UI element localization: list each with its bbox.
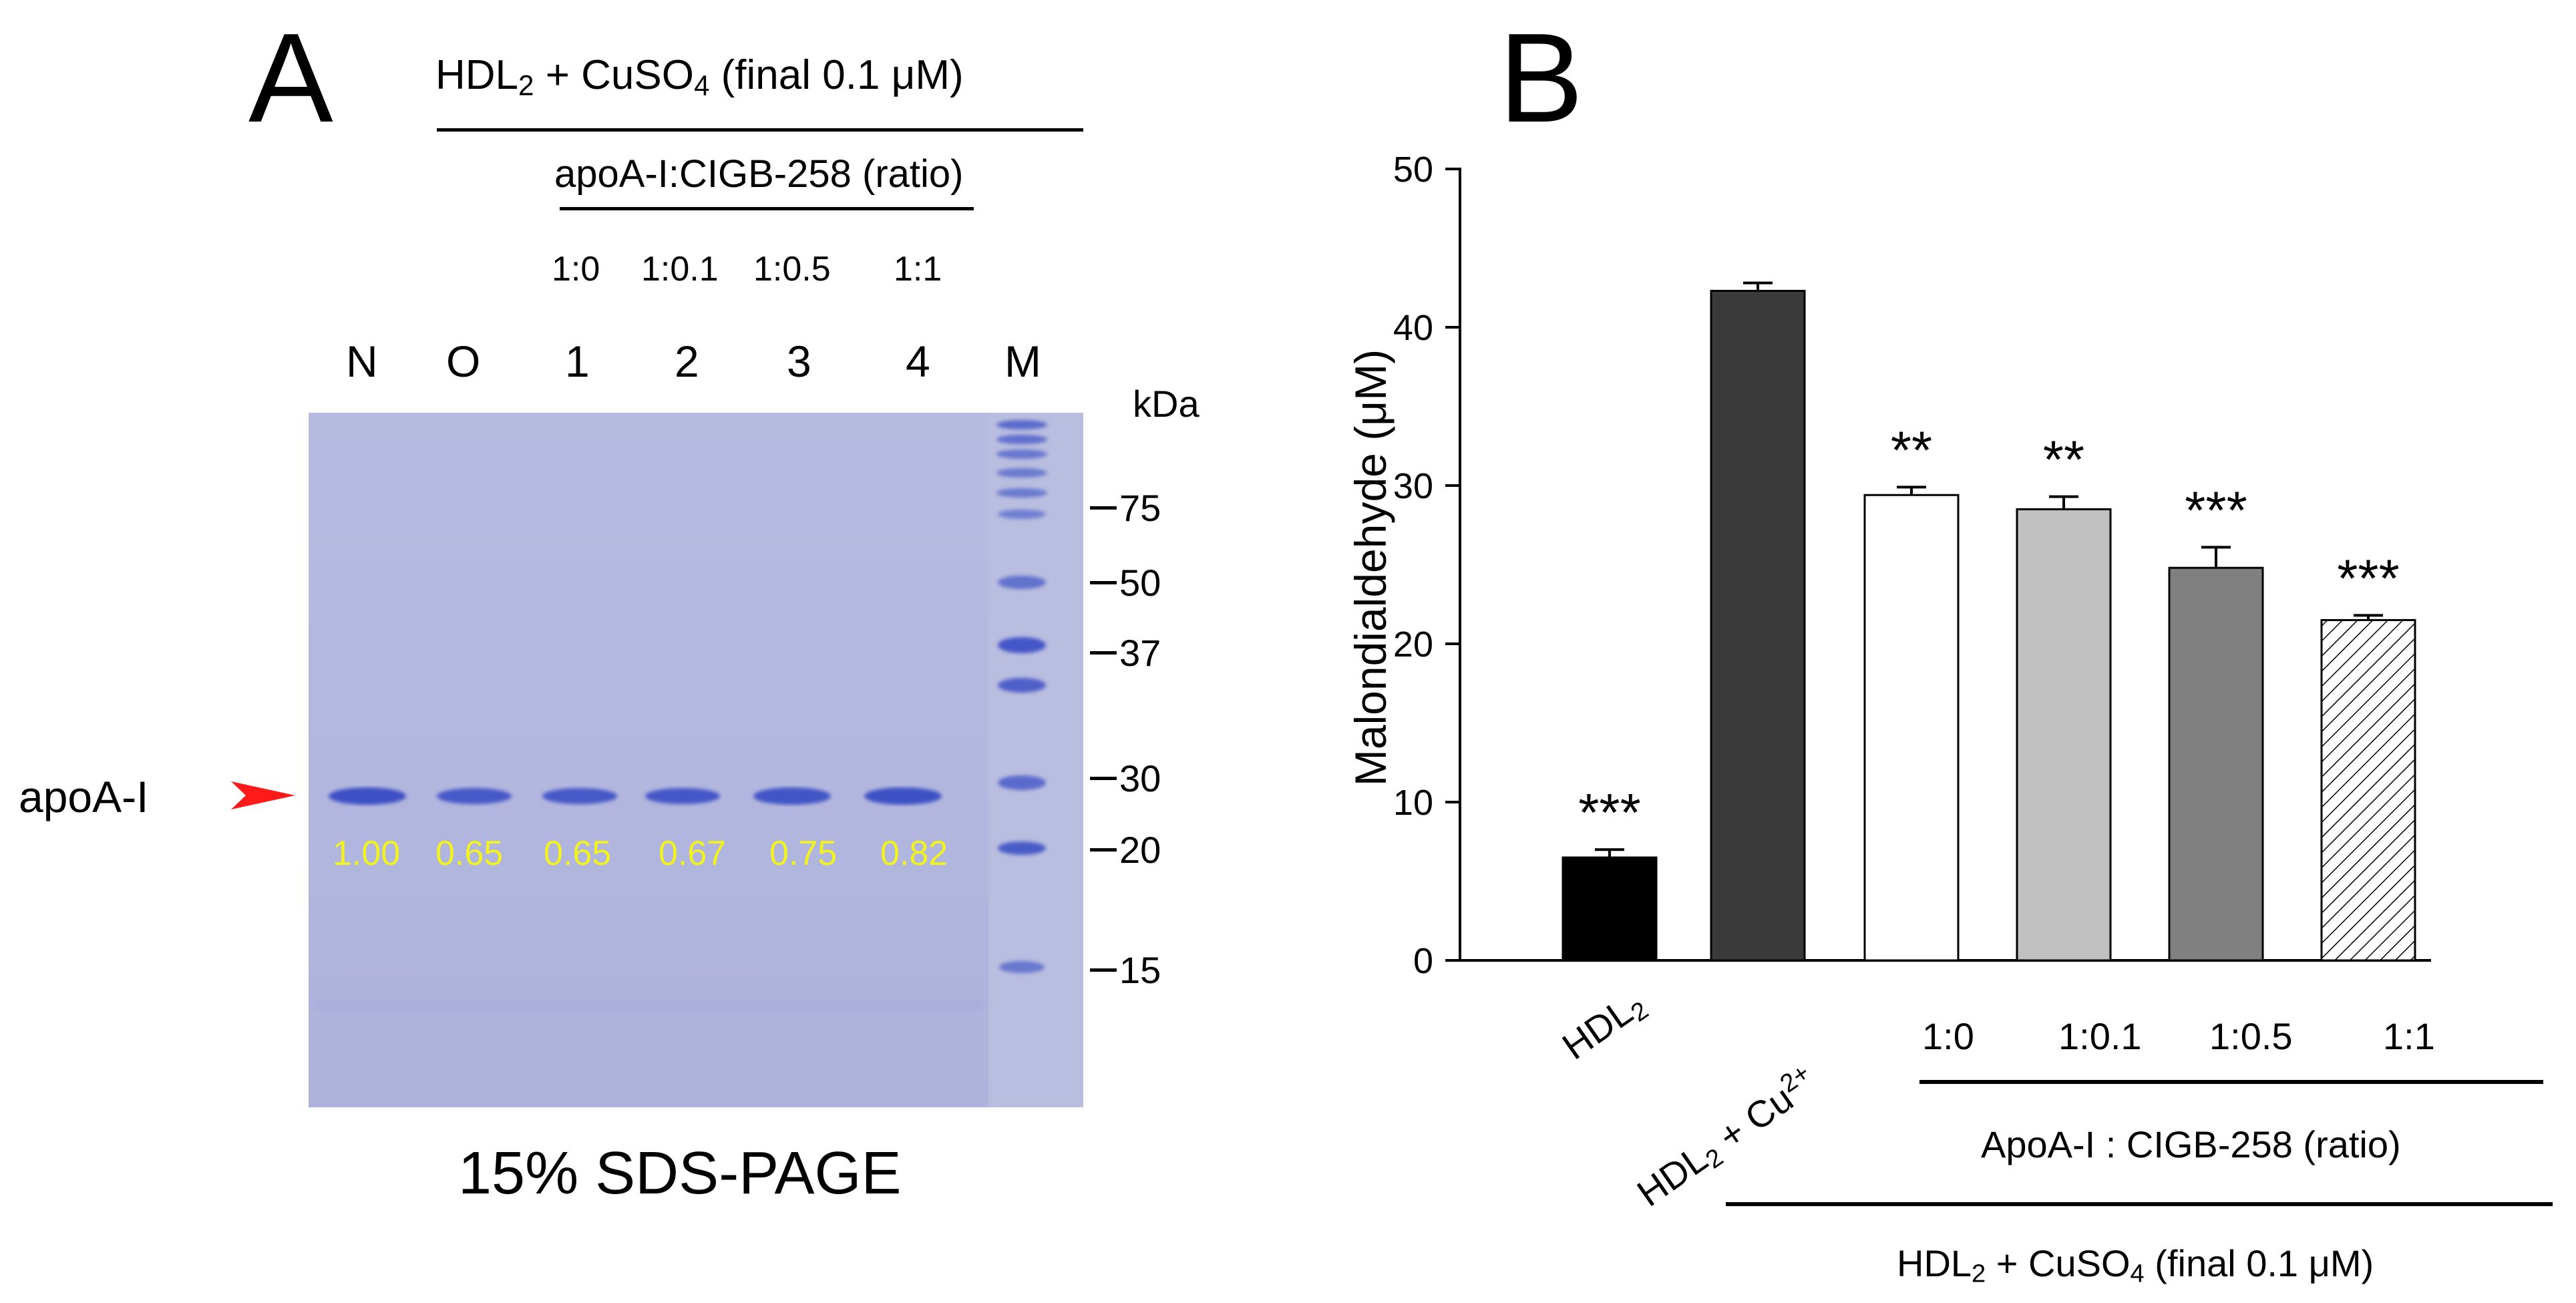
lane-label-m: M	[1004, 337, 1041, 386]
marker-tick-50	[1090, 581, 1117, 584]
band-value-lane-3: 0.75	[769, 834, 838, 873]
panel-a-treatment-label: HDL2 + CuSO4 (final 0.1 μM)	[435, 52, 964, 102]
marker-ladder	[996, 420, 1047, 973]
treatment-group-label: HDL2 + CuSO4 (final 0.1 μM)	[1897, 1242, 2374, 1288]
lane-label-3: 3	[787, 337, 811, 386]
lane-label-4: 4	[906, 337, 930, 386]
panel-a-ratio-4: 1:1	[894, 250, 942, 289]
lane-label-n: N	[346, 337, 378, 386]
marker-tick-75	[1090, 506, 1117, 510]
band-value-lane-4: 0.82	[880, 834, 948, 873]
red-arrow-icon	[231, 781, 295, 809]
gel-band-lane-n	[329, 787, 406, 805]
bar-4	[2168, 566, 2264, 962]
y-tick-label-50: 50	[1393, 150, 1433, 190]
y-tick-label-30: 30	[1393, 466, 1433, 506]
apoa-i-band-label: apoA-I	[19, 772, 149, 821]
significance-5: ***	[2337, 548, 2399, 608]
gel-band-lane-o	[437, 788, 512, 804]
gel-band-lane-2	[645, 788, 720, 804]
marker-tick-37	[1090, 651, 1117, 655]
lane-label-2: 2	[675, 337, 699, 386]
x-label-ratio-3: 1:0.5	[2209, 1015, 2293, 1057]
significance-4: ***	[2185, 480, 2247, 540]
y-axis-label: Malondialdehyde (μM)	[1346, 349, 1395, 787]
bar-3	[2016, 508, 2112, 962]
treatment-group-line	[1726, 1202, 2553, 1206]
band-value-lane-n: 1.00	[333, 834, 401, 873]
panel-a-ratio-3: 1:0.5	[753, 250, 831, 289]
significance-3: **	[2043, 430, 2084, 490]
band-value-lane-1: 0.65	[544, 834, 612, 873]
marker-tick-30	[1090, 777, 1117, 780]
gel-band-lane-3	[753, 787, 831, 805]
marker-label-15: 15	[1119, 949, 1161, 991]
marker-label-30: 30	[1119, 757, 1161, 799]
marker-tick-15	[1090, 968, 1117, 972]
significance-2: **	[1891, 420, 1932, 480]
x-label-ratio-2: 1:0.1	[2058, 1015, 2142, 1057]
panel-a-ratio-1: 1:0	[552, 250, 600, 289]
bar-2	[1863, 494, 1960, 962]
panel-a-ratio-2: 1:0.1	[641, 250, 719, 289]
bar-0	[1561, 856, 1658, 962]
y-tick-label-10: 10	[1393, 783, 1433, 823]
gel-band-lane-1	[542, 788, 617, 804]
band-value-lane-2: 0.67	[659, 834, 727, 873]
panel-a-ratio-line	[560, 207, 974, 210]
x-label-ratio-4: 1:1	[2383, 1015, 2435, 1057]
ratio-group-line	[1919, 1080, 2543, 1084]
marker-label-75: 75	[1119, 487, 1161, 529]
marker-label-37: 37	[1119, 632, 1161, 674]
y-tick-label-40: 40	[1393, 308, 1433, 348]
y-tick-label-20: 20	[1393, 624, 1433, 665]
marker-label-50: 50	[1119, 562, 1161, 604]
panel-a-ratio-header: apoA-I:CIGB-258 (ratio)	[554, 152, 964, 196]
x-label-ratio-1: 1:0	[1922, 1015, 1974, 1057]
panel-b-letter: B	[1499, 7, 1584, 149]
gel-band-lane-4	[864, 787, 942, 805]
marker-tick-20	[1090, 848, 1117, 852]
bar-1	[1710, 289, 1806, 962]
significance-0: ***	[1578, 783, 1640, 842]
panel-a-letter: A	[248, 7, 333, 149]
marker-label-20: 20	[1119, 829, 1161, 871]
sds-page-gel-image	[309, 413, 1083, 1107]
kda-label: kDa	[1133, 383, 1200, 425]
lane-label-1: 1	[565, 337, 590, 386]
gel-caption: 15% SDS-PAGE	[458, 1140, 902, 1207]
y-tick-label-0: 0	[1413, 941, 1433, 981]
lane-label-o: O	[446, 337, 481, 386]
band-value-lane-o: 0.65	[435, 834, 504, 873]
panel-a-treatment-line	[437, 128, 1083, 132]
bar-5	[2320, 618, 2416, 962]
ratio-group-label: ApoA-I : CIGB-258 (ratio)	[1981, 1123, 2401, 1165]
